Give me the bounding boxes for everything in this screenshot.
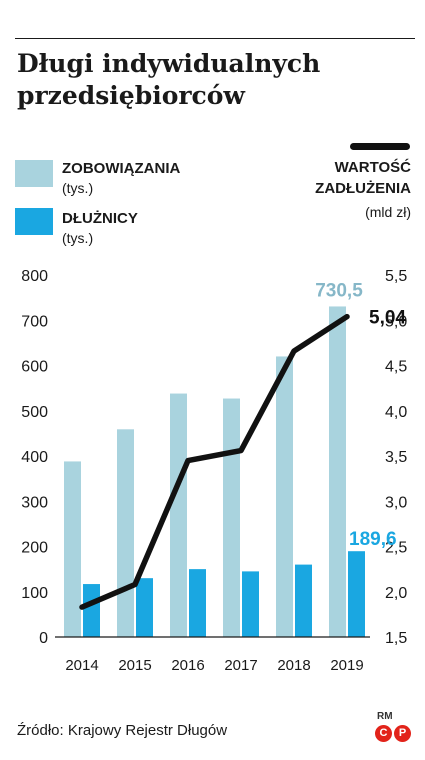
right-axis-tick-label: 1,5: [385, 630, 407, 647]
legend-label-wartosc-1: WARTOŚĆ: [334, 159, 411, 176]
x-axis-tick-label: 2016: [171, 657, 204, 674]
bar-zobowiazania: [223, 398, 240, 637]
data-label-dluznicy: 189,6: [349, 529, 397, 550]
bar-dluznicy: [83, 584, 100, 637]
bar-zobowiazania: [64, 461, 81, 637]
left-axis-tick-label: 500: [21, 404, 48, 421]
legend-label-dluznicy: DŁUŻNICY: [62, 210, 138, 227]
x-axis-tick-label: 2018: [277, 657, 310, 674]
x-axis-tick-label: 2014: [65, 657, 98, 674]
legend-swatch-zobowiazania: [15, 160, 53, 187]
left-axis-tick-label: 0: [39, 630, 48, 647]
left-axis-tick-label: 200: [21, 540, 48, 557]
x-axis-tick-label: 2017: [224, 657, 257, 674]
left-axis-tick-label: 300: [21, 494, 48, 511]
copyright-logo: C: [375, 725, 392, 742]
legend-unit-dluznicy: (tys.): [62, 230, 94, 246]
data-label-wartosc: 5,04: [369, 308, 406, 329]
bar-dluznicy: [189, 569, 206, 637]
right-axis-tick-label: 3,0: [385, 494, 407, 511]
right-axis-tick-label: 5,0: [385, 313, 407, 330]
right-axis-tick-label: 2,0: [385, 585, 407, 602]
x-axis-tick-label: 2015: [118, 657, 151, 674]
legend-swatch-line: [350, 143, 410, 150]
bar-zobowiazania: [329, 306, 346, 637]
left-axis-tick-label: 600: [21, 359, 48, 376]
legend-swatch-dluznicy: [15, 208, 53, 235]
bar-dluznicy: [136, 578, 153, 637]
bar-zobowiazania: [170, 393, 187, 637]
bar-zobowiazania: [276, 356, 293, 637]
source-note: Źródło: Krajowy Rejestr Długów: [17, 722, 228, 739]
right-axis-tick-label: 2,5: [385, 540, 407, 557]
left-axis-tick-label: 100: [21, 585, 48, 602]
line-wartosc-zadluzenia: [79, 313, 350, 610]
right-axis-tick-label: 3,5: [385, 449, 407, 466]
bar-dluznicy: [295, 564, 312, 637]
legend-unit-wartosc: (mld zł): [365, 204, 411, 220]
bar-dluznicy: [242, 571, 259, 637]
right-axis-tick-label: 4,5: [385, 359, 407, 376]
bar-zobowiazania: [117, 429, 134, 637]
right-axis-tick-label: 5,5: [385, 268, 407, 285]
left-axis-tick-label: 800: [21, 268, 48, 285]
chart-title: Długi indywidualnych przedsiębiorców: [17, 49, 321, 110]
top-rule: [15, 38, 415, 39]
legend-label-zobowiazania: ZOBOWIĄZANIA: [62, 160, 181, 177]
x-axis-tick-label: 2019: [330, 657, 363, 674]
bar-dluznicy: [348, 551, 365, 637]
legend-label-wartosc-2: ZADŁUŻENIA: [315, 180, 411, 197]
chart-area: 0 100 200 300 400 500 600 700 800 1,5 2,0 2,5 3,0 3,5…: [21, 268, 407, 674]
left-axis-tick-label: 400: [21, 449, 48, 466]
legend-unit-zobowiazania: (tys.): [62, 180, 94, 196]
right-axis-tick-label: 4,0: [385, 404, 407, 421]
data-label-zobowiazania: 730,5: [315, 280, 363, 301]
left-axis-tick-label: 700: [21, 313, 48, 330]
rm-mark: RM: [377, 711, 393, 722]
publisher-logo: P: [394, 725, 411, 742]
